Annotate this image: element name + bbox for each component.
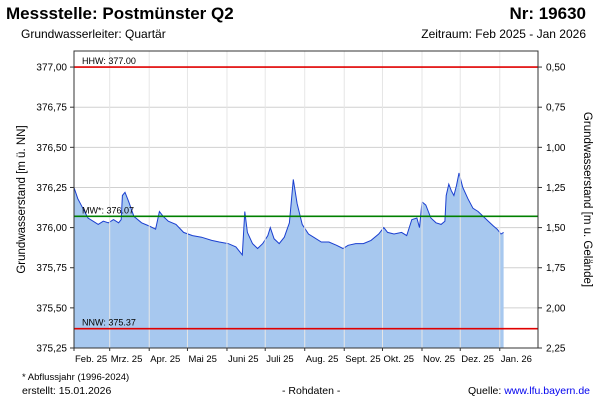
- x-tick-label: Juni 25: [228, 354, 259, 365]
- x-tick-label: Aug. 25: [306, 354, 339, 365]
- ref-label-mw: MW*: 376.07: [82, 205, 134, 215]
- source-prefix: Quelle:: [468, 385, 505, 397]
- x-tick-label: Okt. 25: [383, 354, 414, 365]
- y-tick-label: 375,25: [36, 344, 67, 355]
- y-tick-label: 375,50: [36, 303, 67, 314]
- footnote: * Abflussjahr (1996-2024): [22, 372, 130, 383]
- y2-tick-label: 2,25: [546, 344, 566, 355]
- y2-tick-label: 1,50: [546, 223, 566, 234]
- y-tick-label: 376,50: [36, 143, 67, 154]
- ref-label-nnw: NNW: 375.37: [82, 318, 136, 328]
- x-tick-label: Apr. 25: [150, 354, 180, 365]
- y2-tick-label: 1,00: [546, 143, 566, 154]
- y-axis-title: Grundwasserstand [m ü. NN]: [16, 125, 28, 273]
- x-tick-label: Sept. 25: [345, 354, 380, 365]
- y-tick-label: 376,75: [36, 103, 67, 114]
- y2-tick-label: 0,75: [546, 103, 566, 114]
- x-tick-label: Juli 25: [266, 354, 293, 365]
- x-tick-label: Jan. 26: [501, 354, 532, 365]
- ref-label-hhw: HHW: 377.00: [82, 56, 136, 66]
- source-link[interactable]: www.lfu.bayern.de: [504, 385, 590, 397]
- y2-tick-label: 2,00: [546, 303, 566, 314]
- water-level-area: [74, 173, 504, 348]
- y2-tick-label: 1,25: [546, 183, 566, 194]
- page-title: Messstelle: Postmünster Q2: [6, 4, 234, 23]
- y2-tick-label: 0,50: [546, 63, 566, 74]
- created-date: erstellt: 15.01.2026: [22, 385, 112, 397]
- source-credit: Quelle: www.lfu.bayern.de: [468, 385, 590, 397]
- station-number: Nr: 19630: [509, 4, 586, 23]
- aquifer-label: Grundwasserleiter: Quartär: [21, 27, 166, 41]
- y-tick-label: 376,25: [36, 183, 67, 194]
- plot-frame: [73, 50, 539, 349]
- x-tick-label: Mai 25: [188, 354, 217, 365]
- y-tick-label: 375,75: [36, 263, 67, 274]
- y2-axis-title: Grundwasserstand [m u. Gelände]: [581, 112, 593, 287]
- x-tick-label: Nov. 25: [423, 354, 455, 365]
- x-tick-label: Feb. 25: [75, 354, 107, 365]
- y-tick-label: 376,00: [36, 223, 67, 234]
- y2-tick-label: 1,75: [546, 263, 566, 274]
- x-tick-label: Mrz. 25: [111, 354, 143, 365]
- period-label: Zeitraum: Feb 2025 - Jan 2026: [421, 27, 586, 41]
- x-tick-label: Dez. 25: [461, 354, 494, 365]
- y-tick-label: 377,00: [36, 63, 67, 74]
- raw-data-note: - Rohdaten -: [282, 385, 341, 397]
